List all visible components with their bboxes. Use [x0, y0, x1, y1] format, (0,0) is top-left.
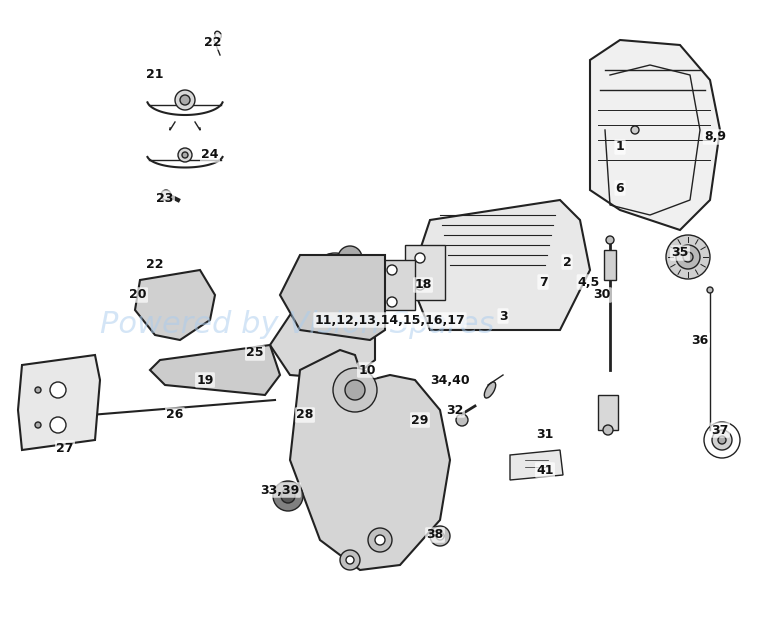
Bar [380, 260, 415, 310]
Polygon shape [510, 450, 563, 480]
Text: 3: 3 [499, 310, 508, 323]
Circle shape [304, 279, 316, 291]
Circle shape [304, 299, 316, 311]
Text: 29: 29 [411, 414, 429, 426]
Text: 22: 22 [146, 258, 163, 271]
Text: 6: 6 [615, 182, 624, 195]
Circle shape [50, 382, 66, 398]
Text: 32: 32 [447, 404, 464, 416]
Text: 10: 10 [358, 364, 375, 376]
Text: 18: 18 [414, 278, 432, 291]
Bar [604, 250, 616, 280]
Circle shape [178, 148, 192, 162]
Polygon shape [290, 350, 450, 570]
Circle shape [180, 95, 190, 105]
Circle shape [387, 265, 397, 275]
Circle shape [273, 481, 303, 511]
Polygon shape [150, 345, 280, 395]
Circle shape [240, 355, 250, 365]
Circle shape [180, 365, 190, 375]
Text: 24: 24 [201, 149, 219, 162]
Circle shape [436, 532, 444, 540]
Text: 2: 2 [562, 255, 572, 268]
Circle shape [676, 245, 700, 269]
Circle shape [175, 90, 195, 110]
Polygon shape [410, 200, 590, 330]
Circle shape [683, 252, 693, 262]
Circle shape [415, 253, 425, 263]
Circle shape [375, 535, 385, 545]
Circle shape [182, 152, 188, 158]
Circle shape [345, 380, 365, 400]
Circle shape [603, 425, 613, 435]
Circle shape [666, 235, 710, 279]
Text: 35: 35 [671, 246, 689, 260]
Text: 21: 21 [146, 69, 163, 82]
Circle shape [430, 526, 450, 546]
Circle shape [333, 368, 377, 412]
Circle shape [50, 417, 66, 433]
Circle shape [313, 253, 357, 297]
Text: 25: 25 [246, 346, 264, 359]
Text: 20: 20 [129, 288, 147, 301]
Circle shape [35, 422, 41, 428]
Text: 37: 37 [712, 424, 729, 437]
Circle shape [35, 387, 41, 393]
Text: Powered by Vision Spares: Powered by Vision Spares [100, 310, 494, 339]
Circle shape [163, 288, 187, 312]
Text: 38: 38 [426, 529, 443, 542]
Text: 30: 30 [594, 288, 611, 301]
Text: 31: 31 [536, 429, 554, 442]
Circle shape [86, 411, 94, 419]
Circle shape [718, 436, 726, 444]
Circle shape [346, 556, 354, 564]
Text: 36: 36 [691, 333, 708, 346]
Bar [598, 395, 618, 430]
Text: 8,9: 8,9 [704, 130, 726, 144]
Text: 34,40: 34,40 [430, 374, 470, 386]
Polygon shape [270, 305, 375, 380]
Text: 1: 1 [615, 140, 624, 154]
Text: 26: 26 [167, 409, 184, 421]
Polygon shape [18, 355, 100, 450]
Circle shape [712, 430, 732, 450]
Text: 27: 27 [56, 442, 74, 454]
Circle shape [340, 550, 360, 570]
Circle shape [368, 528, 392, 552]
Ellipse shape [707, 287, 713, 293]
Ellipse shape [215, 31, 221, 39]
Ellipse shape [484, 382, 496, 398]
Text: 4,5: 4,5 [578, 276, 600, 288]
Circle shape [281, 489, 295, 503]
Circle shape [415, 280, 425, 290]
Circle shape [170, 295, 180, 305]
Bar [405, 245, 445, 300]
Polygon shape [590, 40, 720, 230]
Text: 11,12,13,14,15,16,17: 11,12,13,14,15,16,17 [314, 313, 465, 326]
Circle shape [631, 126, 639, 134]
Text: 19: 19 [196, 374, 213, 386]
Text: 22: 22 [204, 36, 222, 49]
Ellipse shape [606, 236, 614, 244]
Text: 23: 23 [156, 192, 174, 205]
Text: 28: 28 [296, 409, 314, 421]
Text: 7: 7 [539, 276, 547, 288]
Circle shape [387, 297, 397, 307]
Text: 41: 41 [536, 464, 554, 477]
Circle shape [161, 190, 171, 200]
Polygon shape [280, 255, 385, 340]
Circle shape [456, 414, 468, 426]
Circle shape [327, 267, 343, 283]
Circle shape [338, 246, 362, 270]
Text: 33,39: 33,39 [260, 484, 300, 497]
Polygon shape [135, 270, 215, 340]
